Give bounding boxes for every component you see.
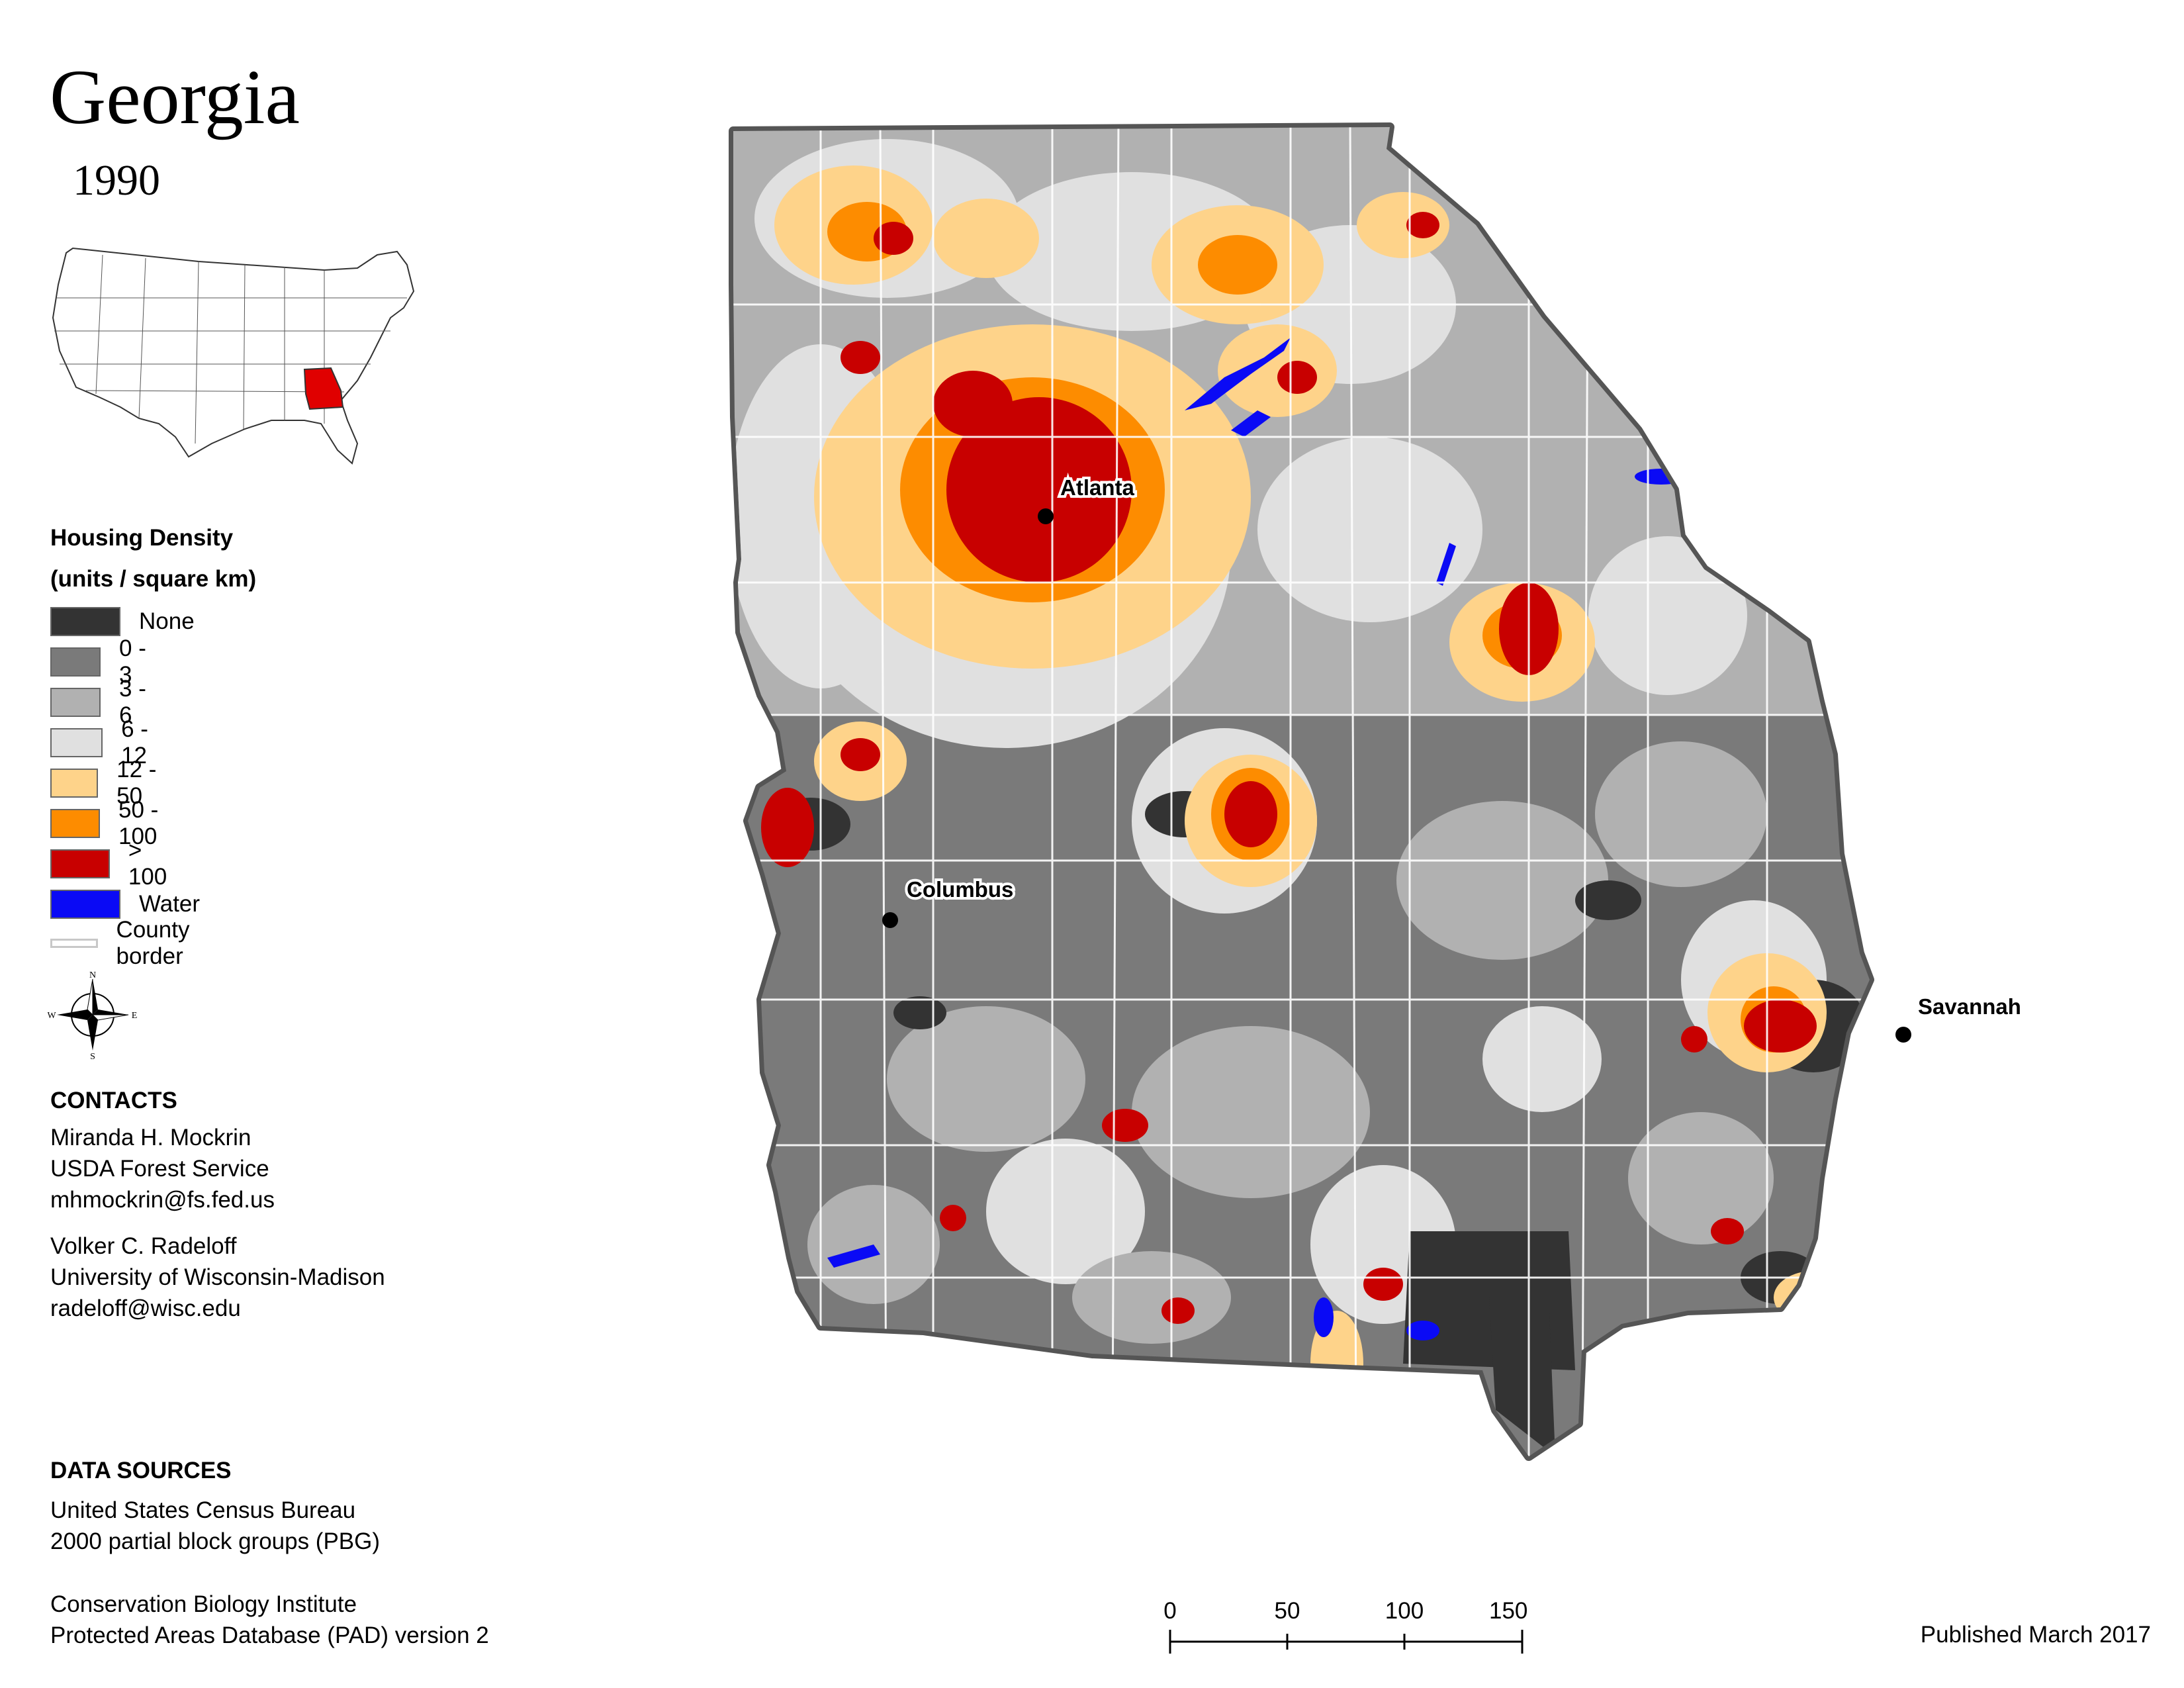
legend-title: Housing Density — [50, 525, 234, 551]
legend-label: 12 - 50 — [116, 757, 157, 809]
scale-tick-label: 50 — [1275, 1598, 1300, 1624]
city-savannah: Savannah — [1895, 992, 2024, 1043]
legend-label: 50 - 100 — [118, 797, 159, 849]
city-columbus: Columbus — [882, 874, 1016, 928]
legend-subtitle: (units / square km) — [50, 566, 257, 592]
legend-item-50-100: 50 - 100 — [50, 797, 177, 849]
scale-bar: 0 50 100 150 km — [1163, 1598, 1529, 1654]
compass-rose-icon: N S E W — [48, 970, 138, 1060]
contact-name: Volker C. Radeloff — [50, 1233, 237, 1259]
legend-item-over-100: > 100 — [50, 837, 177, 890]
city-label-savannah: Savannah — [1918, 994, 2021, 1019]
legend-item-water: Water — [50, 888, 200, 920]
city-label-columbus: Columbus — [907, 877, 1013, 902]
map-year: 1990 — [73, 156, 160, 205]
legend-item-3-6: 3 - 6 — [50, 676, 152, 728]
legend-swatch — [50, 647, 101, 677]
compass-s: S — [90, 1052, 95, 1060]
scale-tick-label: 150 km — [1489, 1598, 1529, 1624]
legend-item-county-border: County border — [50, 917, 212, 969]
contact-name: Miranda H. Mockrin — [50, 1125, 251, 1150]
scale-tick-label: 100 — [1385, 1598, 1424, 1624]
legend-item-none: None — [50, 606, 195, 637]
legend-label: > 100 — [128, 837, 167, 890]
contacts-heading: CONTACTS — [50, 1088, 177, 1113]
data-source-line: United States Census Bureau — [50, 1497, 356, 1523]
contact-org: University of Wisconsin-Madison — [50, 1264, 385, 1290]
legend-label: None — [139, 608, 195, 634]
contact-org: USDA Forest Service — [50, 1156, 269, 1182]
legend-item-6-12: 6 - 12 — [50, 716, 165, 769]
legend-swatch — [50, 890, 120, 919]
published-date: Published March 2017 — [1920, 1622, 2151, 1648]
scale-tick-label: 0 — [1163, 1598, 1176, 1624]
legend-swatch — [50, 769, 99, 798]
legend-item-0-3: 0 - 3 — [50, 635, 152, 688]
compass-w: W — [48, 1011, 56, 1021]
legend-label: Water — [139, 891, 201, 917]
city-atlanta: Atlanta — [1038, 473, 1137, 524]
city-label-atlanta: Atlanta — [1060, 475, 1134, 500]
legend-swatch — [50, 688, 101, 717]
legend-swatch — [50, 809, 100, 838]
compass-n: N — [89, 970, 96, 980]
compass-e: E — [132, 1011, 138, 1021]
data-sources-heading: DATA SOURCES — [50, 1458, 232, 1483]
legend-label: County border — [116, 917, 190, 969]
legend-swatch — [50, 728, 103, 757]
legend-swatch — [50, 849, 110, 878]
data-source-line: Protected Areas Database (PAD) version 2 — [50, 1622, 489, 1648]
legend-label: 3 - 6 — [119, 676, 146, 728]
data-source-line: Conservation Biology Institute — [50, 1591, 357, 1617]
contact-email[interactable]: radeloff@wisc.edu — [50, 1295, 241, 1321]
legend-label: 6 - 12 — [121, 716, 148, 769]
legend-item-12-50: 12 - 50 — [50, 757, 165, 809]
georgia-housing-density-map: Atlanta Columbus Savannah — [729, 122, 2024, 1461]
legend-swatch — [50, 607, 120, 636]
map-title: Georgia — [50, 54, 300, 140]
data-source-line: 2000 partial block groups (PBG) — [50, 1528, 381, 1554]
usa-locator-map-icon — [52, 247, 415, 465]
legend-swatch — [50, 939, 98, 948]
contact-email[interactable]: mhmockrin@fs.fed.us — [50, 1187, 275, 1213]
legend-label: 0 - 3 — [119, 635, 146, 688]
